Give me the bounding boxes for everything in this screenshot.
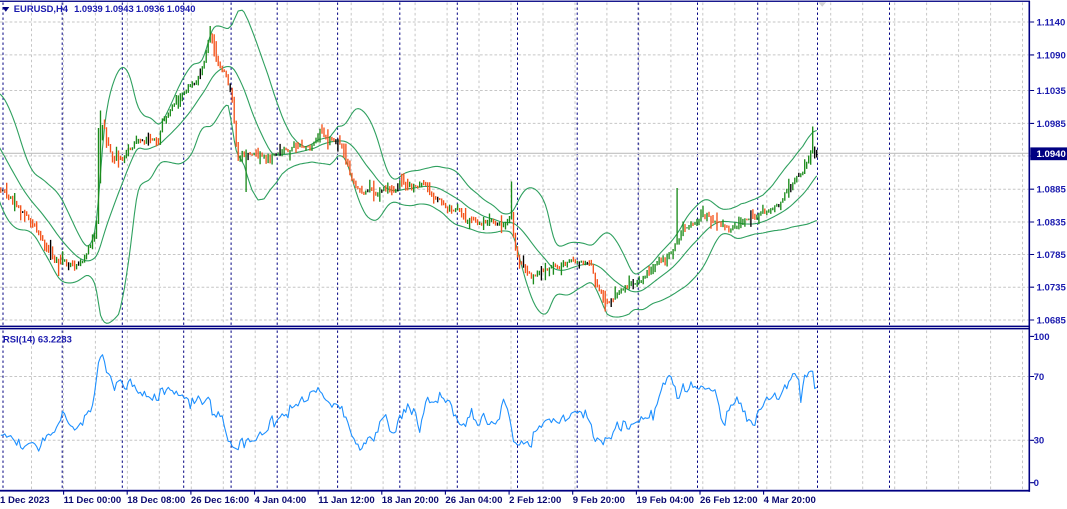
svg-text:0: 0 [1034, 478, 1039, 489]
svg-text:9 Feb 20:00: 9 Feb 20:00 [573, 495, 625, 506]
svg-text:2 Feb 12:00: 2 Feb 12:00 [509, 495, 561, 506]
svg-text:1.1090: 1.1090 [1037, 50, 1066, 61]
svg-text:1.1035: 1.1035 [1037, 86, 1067, 97]
svg-text:1.0985: 1.0985 [1037, 119, 1067, 130]
svg-text:1.0943: 1.0943 [105, 3, 134, 14]
svg-text:26 Jan 04:00: 26 Jan 04:00 [445, 495, 502, 506]
svg-text:1.0885: 1.0885 [1037, 185, 1067, 196]
svg-text:18 Dec 08:00: 18 Dec 08:00 [127, 495, 185, 506]
svg-text:1.1140: 1.1140 [1037, 17, 1066, 28]
svg-text:26 Dec 16:00: 26 Dec 16:00 [191, 495, 249, 506]
svg-text:11 Dec 00:00: 11 Dec 00:00 [64, 495, 122, 506]
svg-text:1 Dec 2023: 1 Dec 2023 [0, 495, 50, 506]
svg-text:26 Feb 12:00: 26 Feb 12:00 [700, 495, 758, 506]
svg-text:1.0940: 1.0940 [167, 3, 196, 14]
svg-text:RSI(14) 63.2283: RSI(14) 63.2283 [3, 334, 72, 345]
svg-text:70: 70 [1034, 372, 1045, 383]
svg-text:1.0936: 1.0936 [136, 3, 165, 14]
svg-text:1.0835: 1.0835 [1037, 217, 1067, 228]
svg-text:100: 100 [1034, 332, 1050, 343]
svg-text:EURUSD,H4: EURUSD,H4 [14, 3, 69, 14]
svg-text:30: 30 [1034, 436, 1045, 447]
svg-text:18 Jan 20:00: 18 Jan 20:00 [382, 495, 439, 506]
svg-text:1.0785: 1.0785 [1037, 250, 1067, 261]
svg-text:1.0939: 1.0939 [74, 3, 103, 14]
svg-text:11 Jan 12:00: 11 Jan 12:00 [318, 495, 375, 506]
svg-text:1.0940: 1.0940 [1037, 149, 1066, 160]
svg-text:19 Feb 04:00: 19 Feb 04:00 [636, 495, 694, 506]
svg-text:1.0685: 1.0685 [1037, 315, 1067, 326]
svg-text:1.0735: 1.0735 [1037, 283, 1067, 294]
svg-text:4 Mar 20:00: 4 Mar 20:00 [764, 495, 816, 506]
svg-text:4 Jan 04:00: 4 Jan 04:00 [255, 495, 307, 506]
